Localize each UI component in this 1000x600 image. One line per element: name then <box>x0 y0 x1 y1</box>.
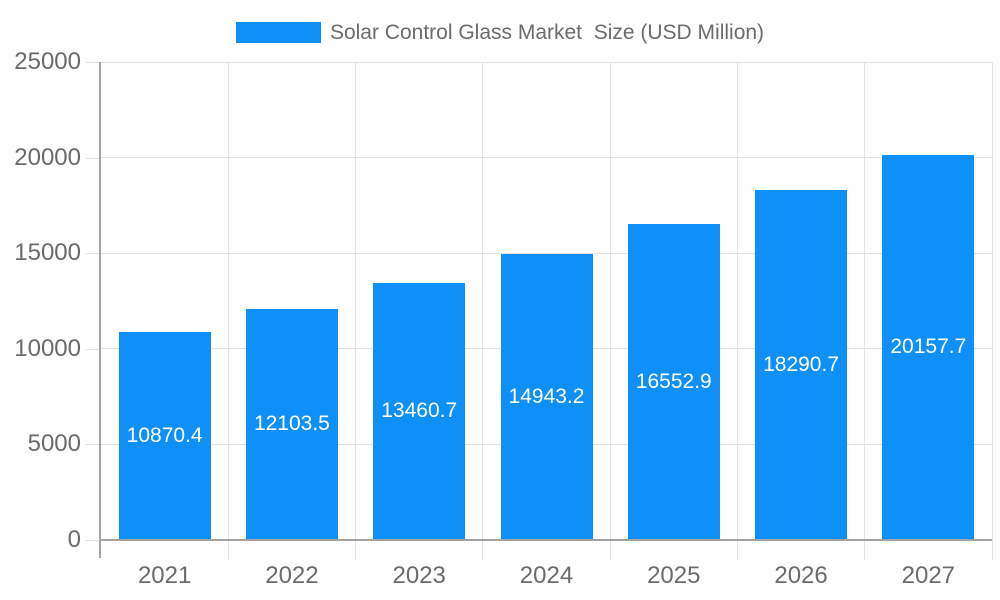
bar-value-label: 14943.2 <box>508 385 585 409</box>
x-axis-tick-label: 2025 <box>647 562 701 589</box>
y-axis-tick <box>85 253 101 255</box>
bar: 18290.7 <box>755 190 848 540</box>
bar-value-label: 13460.7 <box>381 399 458 423</box>
y-axis-tick <box>85 62 101 63</box>
y-axis-tick-label: 15000 <box>14 239 81 267</box>
y-axis-tick <box>85 540 101 541</box>
category-gridline <box>227 62 229 560</box>
y-axis-tick-label: 25000 <box>14 48 81 75</box>
category-gridline <box>736 62 738 560</box>
y-axis-tick-label: 0 <box>67 526 81 553</box>
bar: 10870.4 <box>118 332 211 540</box>
x-axis-tick-label: 2026 <box>774 562 828 589</box>
category-gridline <box>991 62 993 560</box>
y-gridline <box>101 157 992 159</box>
category-gridline <box>355 62 357 560</box>
x-axis-tick-label: 2023 <box>392 562 446 589</box>
bar: 20157.7 <box>882 154 975 540</box>
x-axis-tick-label: 2024 <box>519 562 574 589</box>
y-axis-tick-label: 20000 <box>14 143 81 171</box>
bar: 14943.2 <box>500 254 593 540</box>
y-gridline <box>101 61 992 63</box>
bar-value-label: 12103.5 <box>253 412 330 436</box>
legend-swatch <box>235 22 321 43</box>
bar-value-label: 18290.7 <box>763 353 840 377</box>
y-axis-tick <box>85 157 101 159</box>
legend[interactable]: Solar Control Glass Market Size (USD Mil… <box>0 21 1000 44</box>
y-axis-tick-label: 10000 <box>14 334 81 362</box>
x-axis-tick-label: 2021 <box>137 562 192 589</box>
category-gridline <box>482 62 484 560</box>
x-axis-line <box>101 539 992 541</box>
y-axis-tick <box>85 348 101 350</box>
bar-value-label: 10870.4 <box>126 424 203 448</box>
bar-value-label: 20157.7 <box>890 335 967 359</box>
legend-label: Solar Control Glass Market Size (USD Mil… <box>329 21 765 44</box>
bar: 13460.7 <box>373 282 466 540</box>
category-gridline <box>864 62 866 560</box>
bar: 12103.5 <box>245 308 338 540</box>
x-axis-tick-label: 2022 <box>265 562 319 589</box>
y-axis-line <box>99 62 101 558</box>
y-axis-tick-label: 5000 <box>27 430 81 458</box>
x-axis-tick-label: 2027 <box>901 562 956 589</box>
y-gridline <box>101 252 992 254</box>
bar: 16552.9 <box>627 223 720 540</box>
bar-value-label: 16552.9 <box>635 369 712 393</box>
y-axis-tick <box>85 444 101 446</box>
category-gridline <box>609 62 611 560</box>
